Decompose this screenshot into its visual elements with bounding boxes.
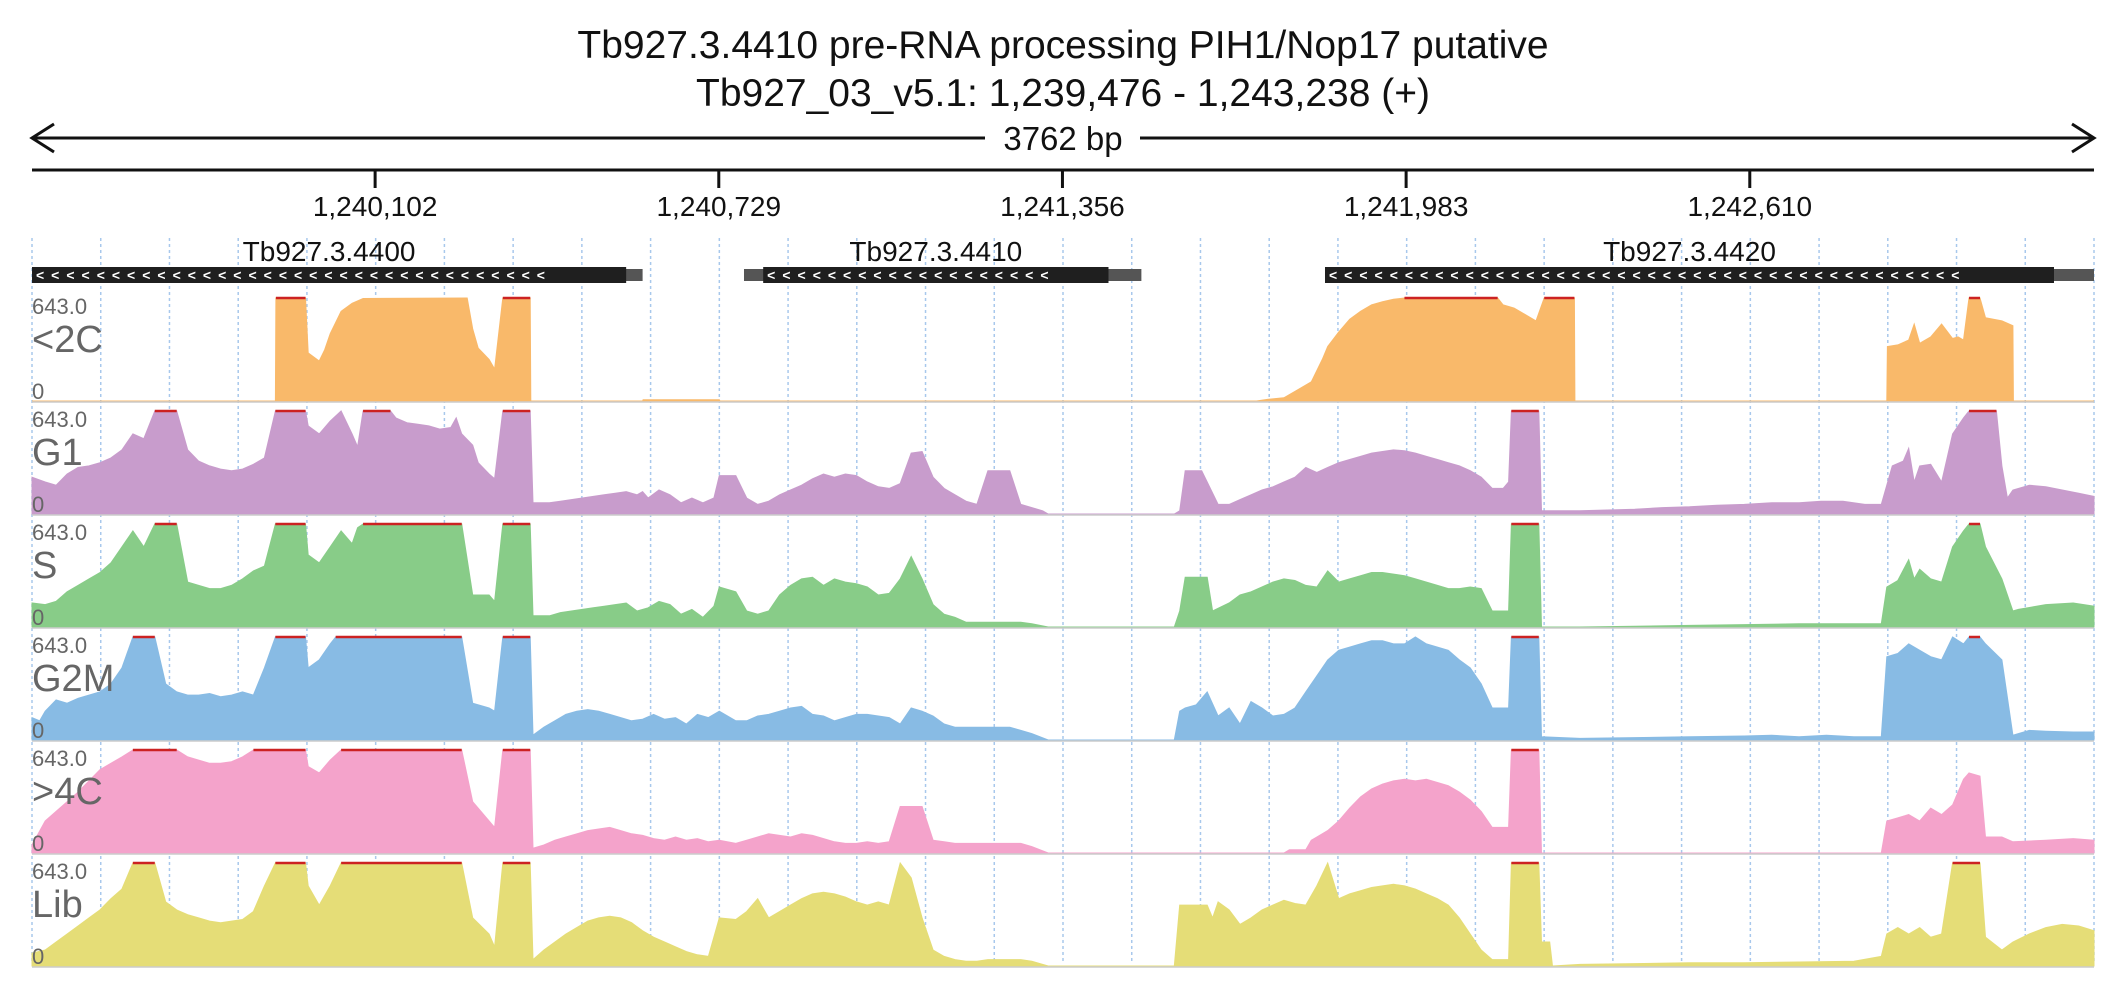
y-min-label: 0 [32, 379, 44, 404]
gene-body [32, 267, 627, 283]
y-max-label: 643.0 [32, 633, 87, 658]
track-label: G1 [32, 432, 83, 474]
track-S: 643.0 0 S [31, 520, 2095, 630]
y-max-label: 643.0 [32, 520, 87, 545]
gene-body [1324, 267, 2054, 283]
y-max-label: 643.0 [32, 859, 87, 884]
coverage-area [32, 297, 2094, 402]
y-max-label: 643.0 [32, 294, 87, 319]
coverage-tracks: 643.00<2C643.00G1643.00S643.00G2M643.00>… [31, 294, 2095, 969]
track-label: Lib [32, 884, 83, 926]
gene-strand-arrows: <<<<<<<<<<<<<<<<<<< [767, 267, 1055, 283]
span-arrowhead-left [29, 122, 55, 154]
y-max-label: 643.0 [32, 407, 87, 432]
track-4C: 643.0 0 >4C [31, 746, 2095, 856]
y-min-label: 0 [32, 718, 44, 743]
y-min-label: 0 [32, 492, 44, 517]
gene-name: Tb927.3.4410 [849, 236, 1022, 267]
gene-body [763, 267, 1109, 283]
track-G2M: 643.0 0 G2M [31, 633, 2095, 743]
track-label: G2M [32, 658, 114, 700]
x-tick-label: 1,241,983 [1344, 191, 1469, 222]
x-tick-label: 1,241,356 [1000, 191, 1125, 222]
x-tick-label: 1,240,102 [313, 191, 438, 222]
x-tick-label: 1,240,729 [656, 191, 781, 222]
gene-strand-arrows: <<<<<<<<<<<<<<<<<<<<<<<<<<<<<<<<<< [36, 267, 552, 283]
y-min-label: 0 [32, 944, 44, 969]
title-line-2: Tb927_03_v5.1: 1,239,476 - 1,243,238 (+) [696, 72, 1430, 115]
coverage-area [31, 749, 2095, 854]
gene-track: <<<<<<<<<<<<<<<<<<<<<<<<<<<<<<<<<<Tb927.… [32, 236, 2094, 283]
span-label: 3762 bp [1003, 120, 1122, 157]
track-Lib: 643.0 0 Lib [31, 859, 2095, 969]
track-label: >4C [32, 771, 103, 813]
title-line-1: Tb927.3.4410 pre-RNA processing PIH1/Nop… [577, 24, 1548, 67]
gene-strand-arrows: <<<<<<<<<<<<<<<<<<<<<<<<<<<<<<<<<<<<<<<<… [1329, 267, 1966, 283]
gene-name: Tb927.3.4400 [243, 236, 416, 267]
span-arrowhead-right [2071, 122, 2097, 154]
track-label: <2C [32, 319, 103, 361]
x-axis-ticks: 1,240,102 1,240,729 1,241,356 1,241,983 1,24… [313, 170, 1812, 222]
coverage-area [31, 410, 2095, 515]
y-min-label: 0 [32, 831, 44, 856]
x-tick-label: 1,242,610 [1687, 191, 1812, 222]
coverage-area [31, 861, 2095, 967]
y-max-label: 643.0 [32, 746, 87, 771]
coverage-area [31, 523, 2095, 628]
span-ruler: 3762 bp [29, 120, 2097, 172]
track-2C: 643.0 0 <2C [32, 294, 2094, 404]
gene-name: Tb927.3.4420 [1603, 236, 1776, 267]
track-label: S [32, 545, 57, 587]
y-min-label: 0 [32, 605, 44, 630]
track-G1: 643.0 0 G1 [31, 407, 2095, 517]
